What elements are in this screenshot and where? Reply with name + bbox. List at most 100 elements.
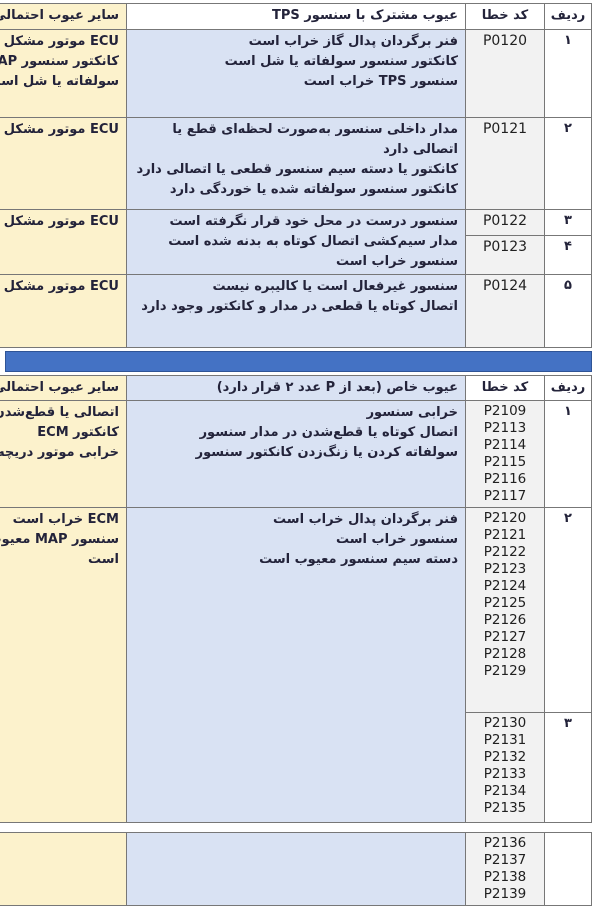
- continuation-table: P2136 P2137 P2138 P2139: [0, 832, 592, 906]
- error-code: P2127: [483, 629, 527, 645]
- other-defect-line: اتصالی یا قطع‌شدن در: [0, 405, 119, 420]
- error-code: P2125: [483, 595, 527, 611]
- row-number-cell: ۴: [544, 234, 592, 276]
- defects-header: عیوب مشترک با سنسور TPS: [126, 3, 466, 30]
- defects-cell: سنسور غیرفعال است یا کالیبره نیست اتصال …: [126, 274, 466, 348]
- other-defects-cell: ECU موتور مشکل دارد: [0, 117, 127, 210]
- error-code-cell: P2130 P2131 P2132 P2133 P2134 P2135: [465, 712, 545, 823]
- row-number: ۲: [564, 511, 572, 526]
- row-number: ۳: [564, 716, 572, 731]
- other-defect-line: کانکتور ECM: [37, 425, 119, 440]
- defect-line: کانکتور یا دسته سیم سنسور قطعی یا اتصالی…: [136, 162, 458, 177]
- error-code: P2136: [483, 835, 527, 851]
- other-defects-cell: [0, 832, 127, 906]
- table-header-row: ردیف کد خطا عیوب خاص (بعد از P عدد ۲ قرا…: [0, 375, 592, 401]
- defects-cell: سنسور درست در محل خود قرار نگرفته است مد…: [126, 209, 466, 275]
- row-number-cell: ۲: [544, 507, 592, 713]
- separator-band: [5, 351, 592, 372]
- error-code: P2130: [483, 715, 527, 731]
- error-code: P2117: [483, 488, 527, 504]
- defect-line: سنسور TPS خراب است: [303, 74, 458, 89]
- other-defects-cell: ECU موتور مشکل دارد کانکتور سنسور MAP سو…: [0, 29, 127, 118]
- other-defect-line: سنسور MAP معیوب است: [0, 532, 119, 567]
- table-row: ۳ P2130 P2131 P2132 P2133 P2134 P2135: [0, 712, 592, 823]
- error-code: P2129: [483, 663, 527, 679]
- error-code-cell: P0124: [465, 274, 545, 348]
- defect-line: مدار داخلی سنسور به‌صورت لحظه‌ای قطع یا …: [172, 122, 458, 157]
- row-number-header: ردیف: [544, 3, 592, 30]
- defects-cell: خرابی سنسور اتصال کوتاه یا قطع‌شدن در مد…: [126, 400, 466, 508]
- row-number: ۱: [564, 404, 572, 419]
- table-row: ۳ P0122 سنسور درست در محل خود قرار نگرفت…: [0, 209, 592, 275]
- defect-line: اتصال کوتاه یا قطعی در مدار و کانکتور وج…: [141, 299, 458, 314]
- error-code: P2133: [483, 766, 527, 782]
- defect-line: مدار سیم‌کشی اتصال کوتاه به بدنه شده است: [168, 234, 458, 249]
- defect-line: سنسور خراب است: [336, 532, 458, 547]
- table-row: ۵ P0124 سنسور غیرفعال است یا کالیبره نیس…: [0, 274, 592, 348]
- other-defect-line: سولفاته یا شل است: [0, 74, 119, 89]
- other-defects-header: سایر عیوب احتمالی: [0, 3, 127, 30]
- error-code: P2109: [483, 403, 527, 419]
- defect-line: سولفاته کردن یا زنگ‌زدن کانکتور سنسور: [195, 445, 458, 460]
- defect-line: کانکتور سنسور سولفاته یا شل است: [224, 54, 458, 69]
- other-defect-line: ECU موتور مشکل دارد: [0, 122, 119, 137]
- row-number: ۲: [564, 121, 572, 136]
- defects-header: عیوب خاص (بعد از P عدد ۲ قرار دارد): [126, 375, 466, 401]
- error-code: P2132: [483, 749, 527, 765]
- table-header-row: ردیف کد خطا عیوب مشترک با سنسور TPS سایر…: [0, 3, 592, 30]
- table-row: ۲ P0121 مدار داخلی سنسور به‌صورت لحظه‌ای…: [0, 117, 592, 210]
- error-code: P2120: [483, 510, 527, 526]
- defect-line: اتصال کوتاه یا قطع‌شدن در مدار سنسور: [199, 425, 458, 440]
- other-defect-line: کانکتور سنسور MAP: [0, 54, 119, 69]
- table-row: P2136 P2137 P2138 P2139: [0, 832, 592, 906]
- row-number-cell: [544, 832, 592, 906]
- error-code: P2134: [483, 783, 527, 799]
- error-code: P2115: [483, 454, 527, 470]
- error-code-cell: P2136 P2137 P2138 P2139: [465, 832, 545, 906]
- error-code: P0121: [482, 121, 528, 137]
- row-number-cell: ۳: [544, 712, 592, 823]
- table-row: ۴ P0123: [0, 234, 592, 276]
- row-number-cell: ۱: [544, 29, 592, 118]
- error-code: P2137: [483, 852, 527, 868]
- other-defects-cell: ECU موتور مشکل دارد: [0, 209, 127, 275]
- row-number-cell: ۲: [544, 117, 592, 210]
- error-code: P2123: [483, 561, 527, 577]
- defects-cell: فنر برگردان پدال خراب است سنسور خراب است…: [126, 507, 466, 823]
- table-row: ۲ P2120 P2121 P2122 P2123 P2124 P2125 P2…: [0, 507, 592, 823]
- defect-line: سنسور خراب است: [336, 254, 458, 269]
- tps-common-defects-table: ردیف کد خطا عیوب مشترک با سنسور TPS سایر…: [0, 3, 592, 348]
- error-code: P2131: [483, 732, 527, 748]
- row-number: ۳: [564, 213, 572, 228]
- row-number: ۱: [564, 33, 572, 48]
- error-code: P2121: [483, 527, 527, 543]
- error-code-cell: P2120 P2121 P2122 P2123 P2124 P2125 P212…: [465, 507, 545, 713]
- other-defect-line: ECU موتور مشکل دارد: [0, 34, 119, 49]
- error-code: P2126: [483, 612, 527, 628]
- page-break-gap: [5, 823, 592, 832]
- defect-line: کانکتور سنسور سولفاته شده یا خوردگی دارد: [169, 182, 458, 197]
- row-number-cell: ۳: [544, 209, 592, 236]
- row-number-cell: ۵: [544, 274, 592, 348]
- error-code: P0120: [482, 33, 528, 49]
- error-code: P2124: [483, 578, 527, 594]
- error-code: P2122: [483, 544, 527, 560]
- defects-cell: فنر برگردان پدال گاز خراب است کانکتور سن…: [126, 29, 466, 118]
- defect-line: سنسور غیرفعال است یا کالیبره نیست: [212, 279, 458, 294]
- other-defects-header: سایر عیوب احتمالی: [0, 375, 127, 401]
- defect-line: دسته سیم سنسور معیوب است: [259, 552, 458, 567]
- error-code-cell: P0121: [465, 117, 545, 210]
- defect-line: خرابی سنسور: [366, 405, 458, 420]
- row-number-cell: ۱: [544, 400, 592, 508]
- error-code-cell: P0120: [465, 29, 545, 118]
- error-code: P2135: [483, 800, 527, 816]
- error-code: P0124: [482, 278, 528, 294]
- table-row: ۱ P0120 فنر برگردان پدال گاز خراب است کا…: [0, 29, 592, 118]
- error-code: P2128: [483, 646, 527, 662]
- error-code: P0122: [482, 213, 528, 229]
- error-code: P2138: [483, 869, 527, 885]
- error-code-header: کد خطا: [465, 3, 545, 30]
- error-code-cell: P0123: [465, 234, 545, 276]
- row-number: ۵: [564, 278, 572, 293]
- error-code-cell: P2109 P2113 P2114 P2115 P2116 P2117: [465, 400, 545, 508]
